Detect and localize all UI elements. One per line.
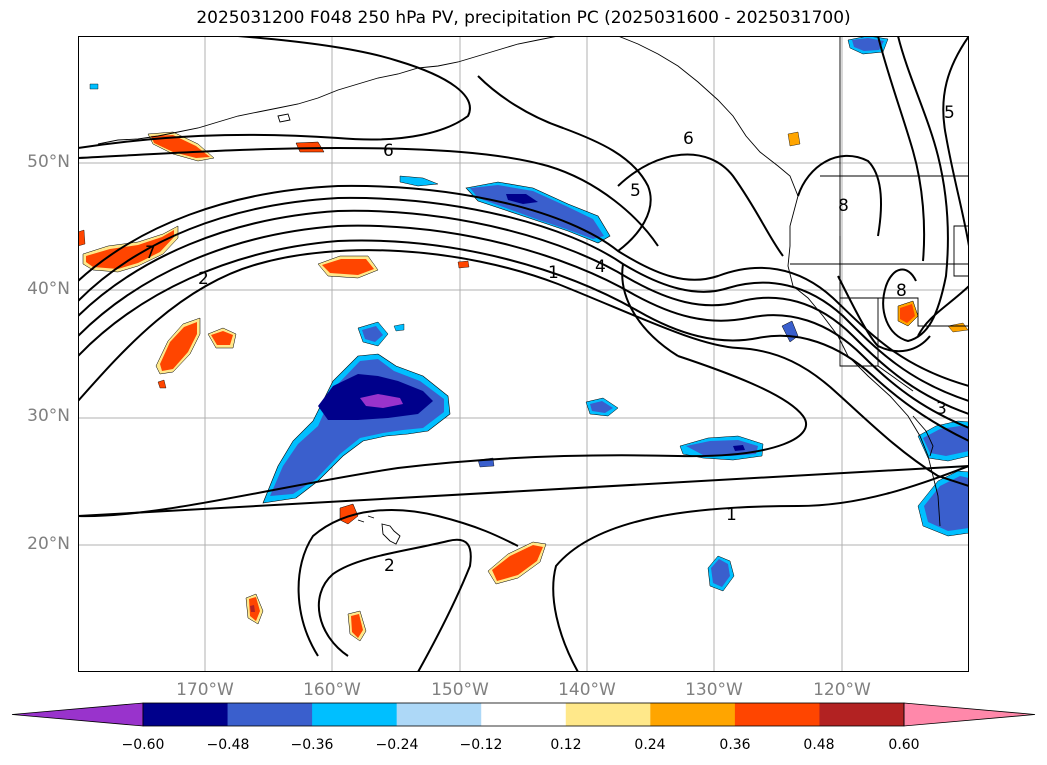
colorbar-cell <box>565 703 651 726</box>
colorbar-cell <box>650 703 736 726</box>
colorbar-tick: 0.12 <box>550 737 582 753</box>
colorbar-cell <box>819 703 905 726</box>
colorbar-tick: 0.24 <box>634 737 666 753</box>
colorbar-cell <box>312 703 398 726</box>
positive-precip-areas <box>78 131 969 642</box>
colorbar-tick: −0.48 <box>206 737 250 753</box>
colorbar-cell <box>227 703 313 726</box>
colorbar-cell <box>396 703 482 726</box>
contour-label: 6 <box>383 141 394 161</box>
colorbar-cell <box>143 703 229 726</box>
map-canvas: 6 6 5 5 4 1 2 7 8 8 3 1 2 <box>78 36 969 672</box>
map-panel: 6 6 5 5 4 1 2 7 8 8 3 1 2 <box>78 36 969 672</box>
contour-label: 7 <box>145 243 156 263</box>
coastlines <box>97 36 969 545</box>
lon-label-130w: 130°W <box>685 680 743 700</box>
contour-labels: 6 6 5 5 4 1 2 7 8 8 3 1 2 <box>145 103 955 576</box>
contour-label: 8 <box>896 281 907 301</box>
contour-label: 2 <box>198 269 209 289</box>
colorbar-tick: −0.24 <box>375 737 419 753</box>
gridlines <box>78 36 969 672</box>
colorbar-tick: −0.60 <box>121 737 165 753</box>
map-title: 2025031200 F048 250 hPa PV, precipitatio… <box>196 8 851 28</box>
colorbar-tick: 0.36 <box>719 737 751 753</box>
colorbar <box>11 702 1036 727</box>
lon-label-150w: 150°W <box>431 680 489 700</box>
colorbar-extend-max <box>903 702 1036 727</box>
contour-label: 3 <box>936 399 947 419</box>
contour-label: 4 <box>595 257 606 277</box>
colorbar-extend-min <box>11 702 144 727</box>
contour-label: 8 <box>838 196 849 216</box>
contour-label: 5 <box>944 103 955 123</box>
colorbar-tick: 0.48 <box>803 737 835 753</box>
lat-label-40n: 40°N <box>27 279 70 299</box>
contour-label: 6 <box>683 129 694 149</box>
contour-label: 1 <box>726 505 737 525</box>
colorbar-cell <box>481 703 567 726</box>
colorbar-tick: 0.60 <box>888 737 920 753</box>
map-border <box>78 36 969 672</box>
lon-label-170w: 170°W <box>176 680 234 700</box>
pv-contours <box>78 36 969 672</box>
colorbar-tick: −0.12 <box>459 737 503 753</box>
lat-label-20n: 20°N <box>27 534 70 554</box>
colorbar-cell <box>734 703 820 726</box>
contour-label: 1 <box>548 263 559 283</box>
lat-label-50n: 50°N <box>27 152 70 172</box>
colorbar-tick: −0.36 <box>290 737 334 753</box>
lon-label-140w: 140°W <box>558 680 616 700</box>
lon-label-120w: 120°W <box>813 680 871 700</box>
contour-label: 5 <box>630 181 641 201</box>
lon-label-160w: 160°W <box>303 680 361 700</box>
lat-label-30n: 30°N <box>27 406 70 426</box>
contour-label: 2 <box>384 556 395 576</box>
